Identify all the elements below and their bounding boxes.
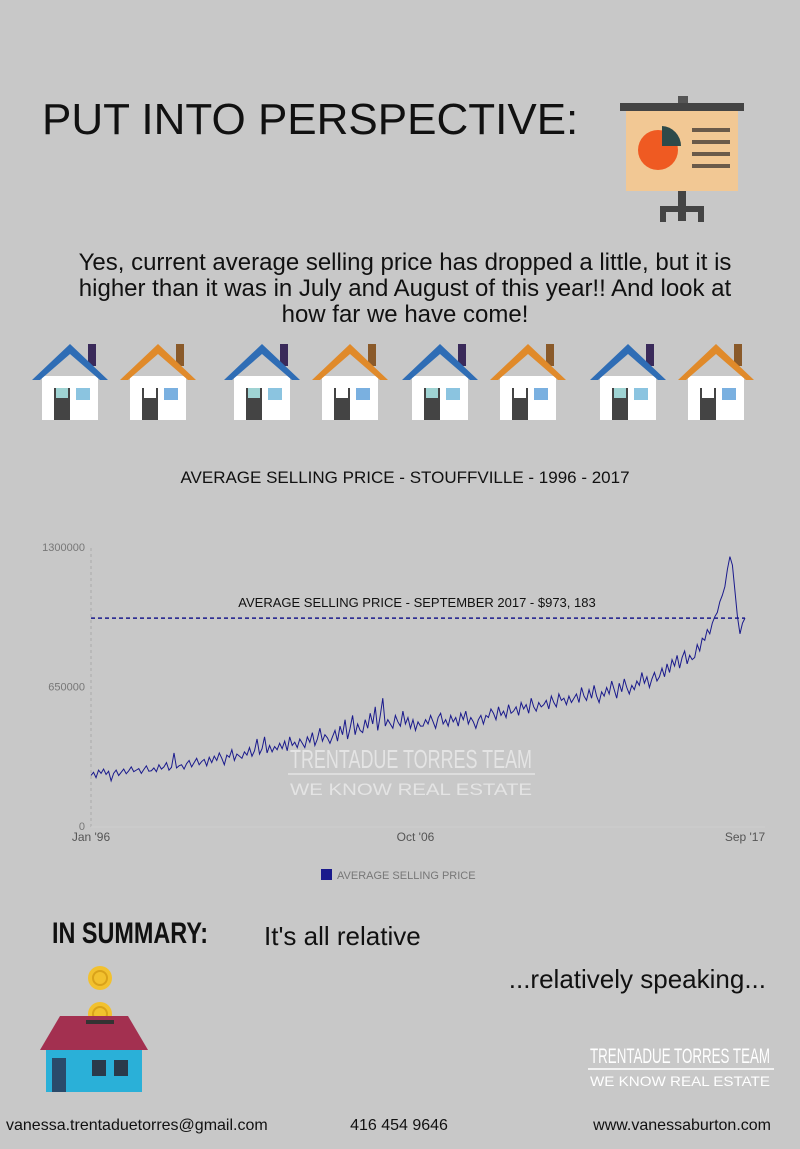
line-chart: 0 650000 1300000 Jan '96 Oct '06 Sep '17 TRENT… [42, 542, 765, 882]
legend-swatch [321, 869, 332, 880]
chart-title: AVERAGE SELLING PRICE - STOUFFVILLE - 19… [180, 468, 629, 487]
watermark-name: TRENTADUE TORRES TEAM [290, 744, 532, 774]
x-tick-label: Sep '17 [725, 830, 766, 844]
legend-label: AVERAGE SELLING PRICE [337, 870, 476, 882]
y-tick-label: 0 [79, 821, 85, 833]
x-tick-label: Jan '96 [72, 830, 111, 844]
summary-heading: IN SUMMARY: [52, 917, 208, 950]
summary-line: ...relatively speaking... [509, 964, 766, 994]
reference-label: AVERAGE SELLING PRICE - SEPTEMBER 2017 -… [238, 595, 595, 610]
logo: TRENTADUE TORRES TEAM WE KNOW REAL ESTAT… [588, 1045, 774, 1089]
page-title: PUT INTO PERSPECTIVE: [42, 95, 578, 144]
logo-name: TRENTADUE TORRES TEAM [590, 1045, 770, 1068]
intro-line: how far we have come! [282, 301, 529, 328]
price-line [90, 556, 746, 783]
easel-icon [620, 96, 744, 222]
footer-email: vanessa.trentaduetorres@gmail.com [6, 1117, 268, 1134]
intro-line: higher than it was in July and August of… [79, 275, 732, 302]
footer-website: www.vanessaburton.com [592, 1117, 771, 1134]
watermark-tagline: WE KNOW REAL ESTATE [290, 780, 532, 799]
x-tick-label: Oct '06 [397, 830, 435, 844]
houses-row [32, 344, 754, 420]
footer-phone: 416 454 9646 [350, 1117, 448, 1134]
piggy-house-icon [40, 966, 148, 1092]
logo-tagline: WE KNOW REAL ESTATE [590, 1073, 770, 1089]
summary-line: It's all relative [264, 921, 421, 951]
y-tick-label: 1300000 [42, 542, 85, 554]
y-tick-label: 650000 [48, 681, 85, 693]
intro-line: Yes, current average selling price has d… [79, 249, 732, 276]
